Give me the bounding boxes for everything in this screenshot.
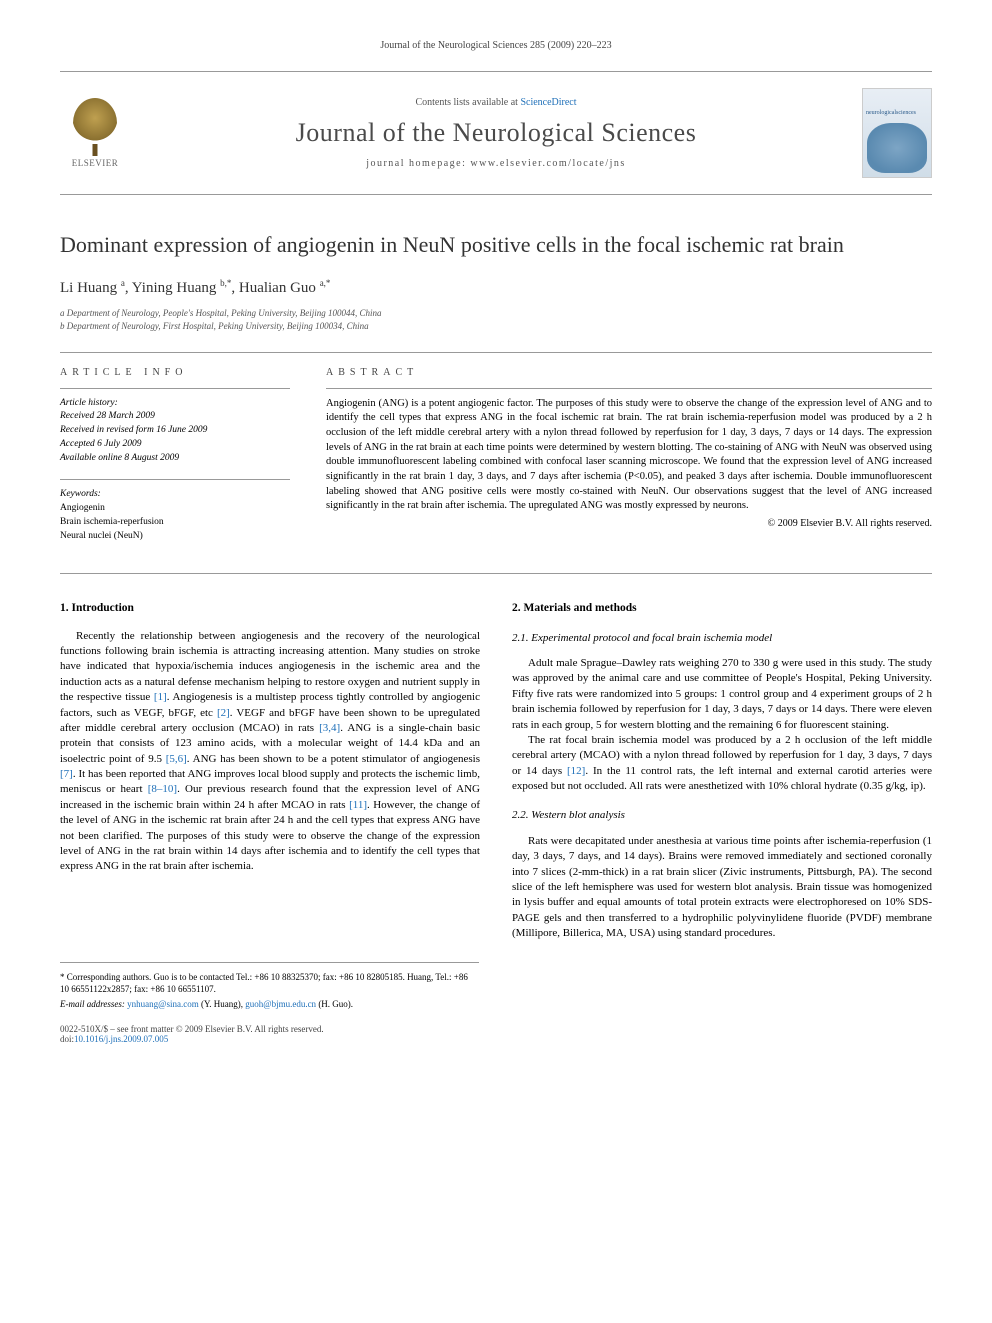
history-label: Article history: bbox=[60, 397, 290, 411]
divider bbox=[60, 573, 932, 574]
publisher-logo: ELSEVIER bbox=[60, 93, 130, 173]
journal-title: Journal of the Neurological Sciences bbox=[130, 118, 862, 148]
article-title: Dominant expression of angiogenin in Neu… bbox=[60, 231, 932, 260]
homepage-prefix: journal homepage: bbox=[366, 158, 470, 169]
section-2-1-paragraph: Adult male Sprague–Dawley rats weighing … bbox=[512, 656, 932, 733]
section-1-paragraph: Recently the relationship between angiog… bbox=[60, 629, 480, 875]
footer-copyright: 0022-510X/$ – see front matter © 2009 El… bbox=[60, 1024, 324, 1034]
right-column: 2. Materials and methods 2.1. Experiment… bbox=[512, 600, 932, 941]
cover-title: neurologicalsciences bbox=[863, 107, 931, 119]
doi-link[interactable]: 10.1016/j.jns.2009.07.005 bbox=[74, 1034, 168, 1044]
affiliation: b Department of Neurology, First Hospita… bbox=[60, 320, 932, 334]
contents-prefix: Contents lists available at bbox=[415, 97, 520, 108]
email-label: E-mail addresses: bbox=[60, 999, 125, 1009]
publisher-name: ELSEVIER bbox=[72, 158, 119, 168]
email-addresses: E-mail addresses: ynhuang@sina.com (Y. H… bbox=[60, 998, 479, 1011]
section-2-2-paragraph: Rats were decapitated under anesthesia a… bbox=[512, 834, 932, 942]
section-2-1-paragraph: The rat focal brain ischemia model was p… bbox=[512, 733, 932, 795]
section-1-heading: 1. Introduction bbox=[60, 600, 480, 616]
keywords-label: Keywords: bbox=[60, 488, 290, 502]
email-values: ynhuang@sina.com (Y. Huang), guoh@bjmu.e… bbox=[127, 999, 353, 1009]
divider bbox=[60, 352, 932, 353]
section-2-2-heading: 2.2. Western blot analysis bbox=[512, 808, 932, 823]
cover-brain-image bbox=[867, 123, 927, 173]
section-2-1-heading: 2.1. Experimental protocol and focal bra… bbox=[512, 631, 932, 646]
abstract-heading: ABSTRACT bbox=[326, 367, 932, 378]
left-column: 1. Introduction Recently the relationshi… bbox=[60, 600, 480, 941]
history-item: Received 28 March 2009 bbox=[60, 410, 290, 424]
divider bbox=[326, 388, 932, 389]
keyword: Neural nuclei (NeuN) bbox=[60, 530, 290, 544]
corresponding-author-note: * Corresponding authors. Guo is to be co… bbox=[60, 971, 479, 996]
running-header: Journal of the Neurological Sciences 285… bbox=[60, 40, 932, 51]
sciencedirect-link[interactable]: ScienceDirect bbox=[520, 97, 576, 108]
divider bbox=[60, 388, 290, 389]
abstract-column: ABSTRACT Angiogenin (ANG) is a potent an… bbox=[326, 367, 932, 544]
journal-homepage: journal homepage: www.elsevier.com/locat… bbox=[130, 158, 862, 169]
divider bbox=[60, 479, 290, 480]
authors: Li Huang a, Yining Huang b,*, Hualian Gu… bbox=[60, 278, 932, 297]
journal-cover-thumbnail: neurologicalsciences bbox=[862, 88, 932, 178]
footer-doi: doi:10.1016/j.jns.2009.07.005 bbox=[60, 1034, 324, 1044]
keyword: Brain ischemia-reperfusion bbox=[60, 516, 290, 530]
article-history: Article history: Received 28 March 2009 … bbox=[60, 397, 290, 466]
history-item: Received in revised form 16 June 2009 bbox=[60, 424, 290, 438]
article-info-column: ARTICLE INFO Article history: Received 2… bbox=[60, 367, 290, 544]
contents-line: Contents lists available at ScienceDirec… bbox=[130, 97, 862, 108]
body-columns: 1. Introduction Recently the relationshi… bbox=[60, 600, 932, 941]
keyword: Angiogenin bbox=[60, 502, 290, 516]
homepage-url[interactable]: www.elsevier.com/locate/jns bbox=[470, 158, 625, 169]
affiliations: a Department of Neurology, People's Hosp… bbox=[60, 307, 932, 334]
article-info-heading: ARTICLE INFO bbox=[60, 367, 290, 378]
history-item: Accepted 6 July 2009 bbox=[60, 438, 290, 452]
section-2-heading: 2. Materials and methods bbox=[512, 600, 932, 616]
abstract-text: Angiogenin (ANG) is a potent angiogenic … bbox=[326, 397, 932, 515]
abstract-copyright: © 2009 Elsevier B.V. All rights reserved… bbox=[326, 518, 932, 529]
footer: 0022-510X/$ – see front matter © 2009 El… bbox=[60, 1024, 932, 1044]
masthead: ELSEVIER Contents lists available at Sci… bbox=[60, 71, 932, 195]
footnotes: * Corresponding authors. Guo is to be co… bbox=[60, 962, 479, 1011]
elsevier-tree-icon bbox=[73, 98, 117, 148]
doi-prefix: doi: bbox=[60, 1034, 74, 1044]
affiliation: a Department of Neurology, People's Hosp… bbox=[60, 307, 932, 321]
history-item: Available online 8 August 2009 bbox=[60, 452, 290, 466]
keywords: Keywords: Angiogenin Brain ischemia-repe… bbox=[60, 488, 290, 543]
